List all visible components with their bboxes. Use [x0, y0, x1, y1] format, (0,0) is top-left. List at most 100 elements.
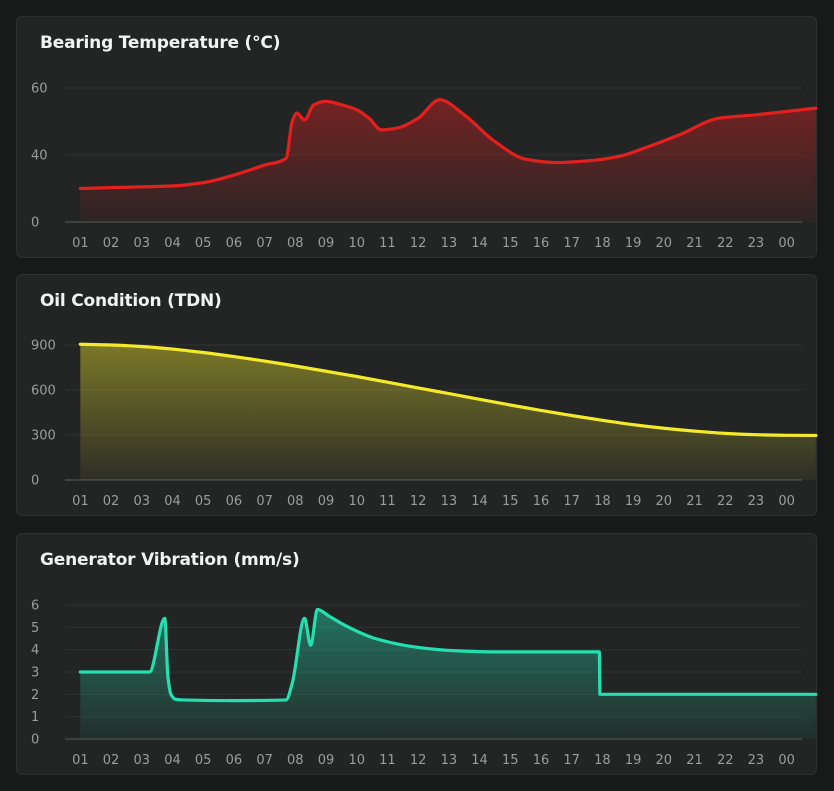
x-tick-label: 22 — [717, 753, 734, 768]
x-tick-label: 15 — [502, 236, 519, 251]
x-tick-label: 01 — [72, 494, 89, 509]
x-tick-label: 18 — [594, 236, 611, 251]
x-tick-label: 19 — [625, 494, 642, 509]
x-tick-label: 15 — [502, 494, 519, 509]
bearing-temperature-panel: Bearing Temperature (°C) 0 40 60 01 02 03 04 05… — [16, 16, 818, 258]
series-line — [78, 342, 818, 438]
x-tick-label: 16 — [533, 494, 550, 509]
x-tick-label: 10 — [348, 236, 365, 251]
y-tick-label: 600 — [31, 384, 56, 399]
x-tick-label: 19 — [625, 236, 642, 251]
x-tick-label: 17 — [563, 236, 580, 251]
x-tick-label: 11 — [379, 236, 396, 251]
x-tick-label: 10 — [348, 753, 365, 768]
x-tick-label: 05 — [195, 753, 212, 768]
x-tick-label: 06 — [226, 753, 243, 768]
y-tick-label: 2 — [31, 688, 39, 703]
x-tick-label: 23 — [748, 753, 765, 768]
x-tick-label: 23 — [748, 494, 765, 509]
x-tick-label: 14 — [471, 494, 488, 509]
x-tick-label: 13 — [441, 753, 458, 768]
x-tick-label: 03 — [133, 236, 150, 251]
x-tick-label: 08 — [287, 494, 304, 509]
x-tick-label: 07 — [256, 753, 273, 768]
x-tick-label: 00 — [778, 753, 795, 768]
x-tick-label: 06 — [226, 494, 243, 509]
y-tick-label: 40 — [31, 149, 48, 164]
x-tick-label: 13 — [441, 236, 458, 251]
x-tick-label: 21 — [686, 753, 703, 768]
x-tick-label: 10 — [348, 494, 365, 509]
x-tick-label: 17 — [563, 753, 580, 768]
x-tick-label: 08 — [287, 236, 304, 251]
y-tick-label: 60 — [31, 82, 48, 97]
x-tick-label: 12 — [410, 236, 427, 251]
x-tick-label: 21 — [686, 236, 703, 251]
x-tick-label: 12 — [410, 494, 427, 509]
x-tick-label: 22 — [717, 236, 734, 251]
x-tick-label: 11 — [379, 753, 396, 768]
x-tick-label: 01 — [72, 236, 89, 251]
x-tick-label: 04 — [164, 236, 181, 251]
y-tick-label: 0 — [31, 474, 39, 489]
x-tick-label: 14 — [471, 236, 488, 251]
y-tick-label: 3 — [31, 666, 39, 681]
x-tick-label: 02 — [103, 236, 120, 251]
series-area — [80, 344, 816, 480]
x-tick-label: 01 — [72, 753, 89, 768]
x-tick-label: 18 — [594, 753, 611, 768]
x-tick-label: 20 — [656, 753, 673, 768]
x-tick-label: 12 — [410, 753, 427, 768]
y-tick-label: 0 — [31, 733, 39, 748]
series-line — [78, 607, 818, 703]
x-tick-label: 02 — [103, 494, 120, 509]
y-tick-label: 1 — [31, 710, 39, 725]
series-area — [80, 609, 816, 739]
series-area — [80, 99, 816, 222]
x-tick-label: 23 — [748, 236, 765, 251]
bearing-temperature-title: Bearing Temperature (°C) — [40, 33, 281, 53]
y-tick-label: 5 — [31, 621, 39, 636]
y-tick-label: 900 — [31, 339, 56, 354]
oil-condition-title: Oil Condition (TDN) — [40, 291, 222, 311]
x-tick-label: 06 — [226, 236, 243, 251]
x-tick-label: 03 — [133, 753, 150, 768]
oil-condition-panel: Oil Condition (TDN) 0 300 600 900 01 02 03 04 05… — [16, 274, 818, 516]
x-tick-label: 02 — [103, 753, 120, 768]
x-tick-label: 09 — [318, 236, 335, 251]
x-tick-label: 16 — [533, 236, 550, 251]
x-tick-label: 20 — [656, 236, 673, 251]
x-tick-label: 17 — [563, 494, 580, 509]
x-tick-label: 15 — [502, 753, 519, 768]
x-tick-label: 07 — [256, 494, 273, 509]
x-tick-label: 03 — [133, 494, 150, 509]
y-tick-label: 300 — [31, 429, 56, 444]
x-tick-label: 14 — [471, 753, 488, 768]
x-tick-label: 16 — [533, 753, 550, 768]
generator-vibration-title: Generator Vibration (mm/s) — [40, 550, 300, 570]
y-tick-label: 4 — [31, 643, 39, 658]
generator-vibration-panel: Generator Vibration (mm/s) 0 1 2 3 4 5 6 01 02 03… — [16, 533, 818, 775]
x-tick-label: 19 — [625, 753, 642, 768]
x-tick-label: 20 — [656, 494, 673, 509]
x-tick-label: 18 — [594, 494, 611, 509]
series-line — [78, 98, 818, 191]
oil-condition-chart: 0 300 600 900 01 02 03 04 05 06 07 08 09 10 11 12 13 14 15… — [31, 339, 818, 509]
y-tick-label: 0 — [31, 216, 39, 231]
x-tick-label: 05 — [195, 236, 212, 251]
x-tick-label: 22 — [717, 494, 734, 509]
x-tick-label: 08 — [287, 753, 304, 768]
x-tick-label: 00 — [778, 236, 795, 251]
y-tick-label: 6 — [31, 599, 39, 614]
x-tick-label: 00 — [778, 494, 795, 509]
bearing-temperature-chart: 0 40 60 01 02 03 04 05 06 07 08 09 10 11 12 13 14 15 16 17 1… — [31, 82, 818, 251]
x-tick-label: 09 — [318, 753, 335, 768]
x-tick-label: 11 — [379, 494, 396, 509]
x-tick-label: 04 — [164, 494, 181, 509]
x-tick-label: 09 — [318, 494, 335, 509]
x-tick-label: 07 — [256, 236, 273, 251]
x-tick-label: 05 — [195, 494, 212, 509]
x-tick-label: 21 — [686, 494, 703, 509]
x-tick-label: 04 — [164, 753, 181, 768]
